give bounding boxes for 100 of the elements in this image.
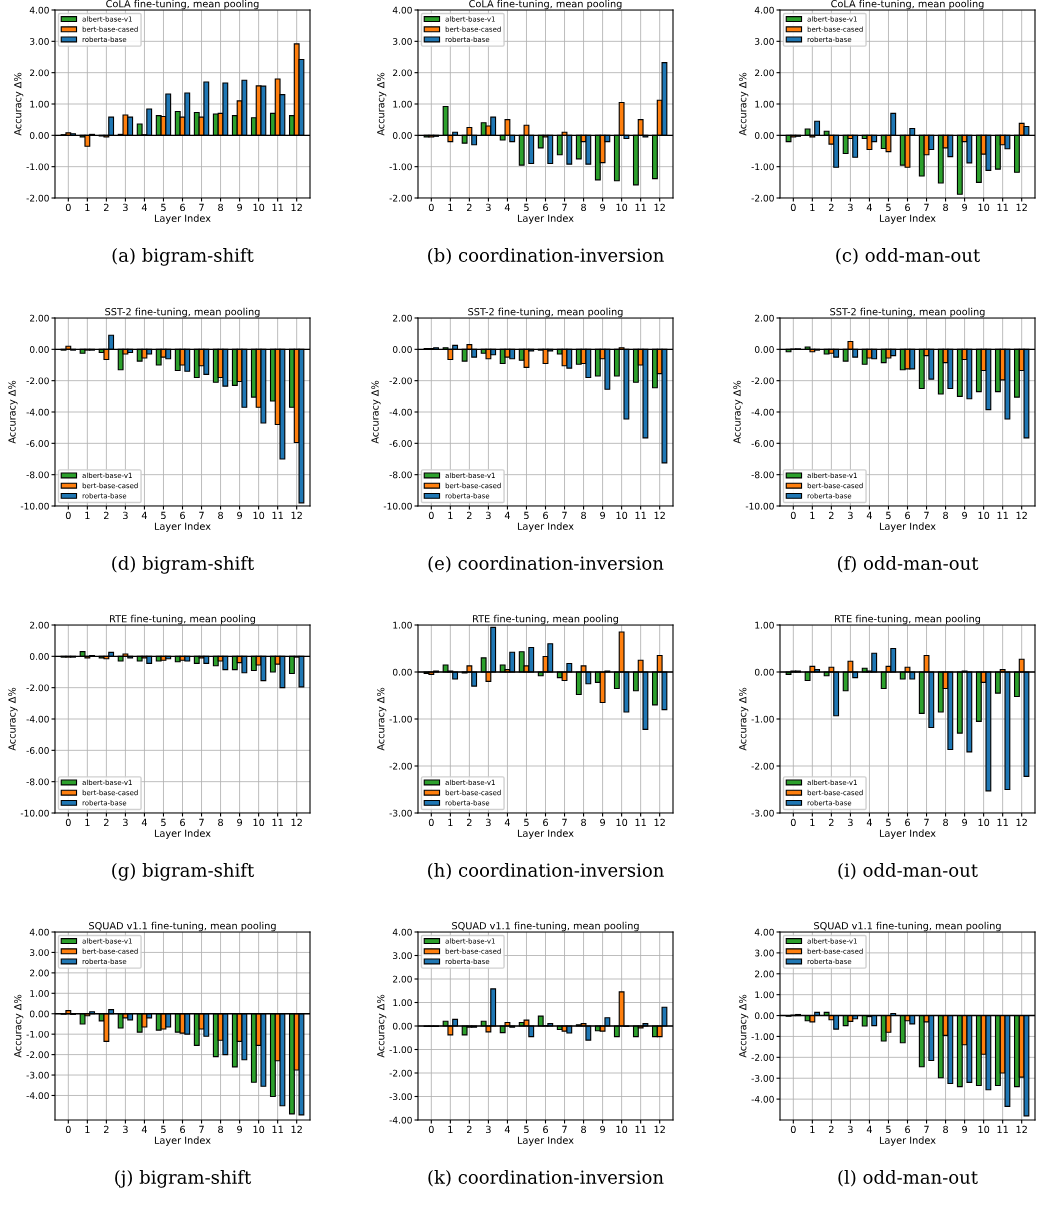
- x-tick-label: 1: [85, 511, 90, 519]
- y-tick-label: 2.00: [30, 621, 49, 629]
- y-tick-label: -1.00: [751, 163, 774, 171]
- x-tick-label: 0: [428, 203, 434, 212]
- y-tick-label: 0.00: [29, 346, 49, 353]
- x-tick-label: 8: [218, 511, 223, 520]
- x-tick-label: 11: [635, 203, 646, 211]
- x-tick-label: 7: [562, 1125, 567, 1133]
- x-tick-label: 5: [524, 1125, 529, 1134]
- x-tick-label: 0: [428, 1125, 434, 1134]
- x-tick-label: 12: [1016, 203, 1027, 211]
- x-tick-label: 3: [123, 818, 128, 827]
- x-tick-label: 12: [291, 511, 302, 519]
- x-axis-title: Layer Index: [517, 214, 574, 224]
- x-tick-label: 6: [543, 511, 548, 520]
- x-tick-label: 2: [829, 818, 834, 826]
- x-tick-label: 1: [810, 511, 815, 519]
- y-tick-label: 2.00: [755, 970, 774, 978]
- x-tick-label: 5: [161, 203, 166, 212]
- x-tick-label: 1: [810, 203, 815, 211]
- y-axis-title: Accuracy Δ%: [8, 687, 18, 751]
- x-tick-label: 8: [218, 203, 223, 212]
- x-tick-label: 4: [866, 1125, 872, 1133]
- y-tick-label: -1.00: [26, 163, 49, 171]
- y-axis-title: Accuracy Δ%: [377, 72, 387, 136]
- x-tick-label: 9: [237, 203, 242, 212]
- x-tick-label: 7: [199, 511, 204, 519]
- y-axis-title: Accuracy Δ%: [14, 994, 24, 1058]
- y-tick-label: 1.00: [755, 621, 774, 629]
- x-tick-label: 11: [635, 511, 646, 519]
- x-tick-label: 10: [616, 511, 628, 520]
- x-tick-label: 10: [616, 203, 628, 212]
- x-tick-label: 10: [253, 511, 265, 520]
- x-tick-label: 11: [997, 818, 1008, 826]
- x-tick-label: 2: [467, 1125, 472, 1133]
- y-tick-label: 4.00: [29, 928, 49, 936]
- x-tick-label: 9: [962, 511, 967, 520]
- y-tick-label: 3.00: [30, 949, 49, 956]
- y-axis-title: Accuracy Δ%: [739, 72, 749, 136]
- y-tick-label: -2.00: [389, 762, 412, 770]
- x-tick-label: 3: [123, 203, 128, 212]
- y-tick-label: 3.00: [393, 952, 412, 960]
- x-tick-label: 6: [180, 1125, 185, 1134]
- y-tick-label: -1.00: [26, 1030, 49, 1038]
- y-tick-label: 1.00: [30, 990, 49, 997]
- x-axis-title: Layer Index: [154, 214, 211, 224]
- y-tick-label: -4.00: [751, 1095, 774, 1103]
- x-tick-label: 9: [962, 203, 967, 212]
- y-tick-label: -4.00: [389, 408, 412, 416]
- y-tick-label: -10.00: [383, 502, 412, 510]
- x-tick-label: 10: [616, 818, 628, 827]
- x-tick-label: 7: [199, 818, 204, 826]
- x-tick-label: 8: [581, 1125, 586, 1134]
- x-tick-label: 6: [905, 203, 910, 212]
- x-tick-label: 8: [943, 818, 948, 827]
- x-tick-label: 9: [600, 203, 605, 212]
- x-tick-label: 11: [272, 203, 283, 211]
- x-tick-label: 1: [85, 203, 90, 211]
- y-tick-label: 0.00: [392, 346, 412, 353]
- x-tick-label: 10: [253, 1125, 265, 1134]
- x-tick-label: 6: [180, 203, 185, 212]
- x-tick-label: 9: [237, 1125, 242, 1134]
- y-tick-label: -8.00: [26, 471, 49, 479]
- y-axis-title: Accuracy Δ%: [377, 687, 387, 751]
- y-tick-label: 3.00: [393, 38, 412, 45]
- y-tick-label: -6.00: [26, 440, 49, 447]
- y-tick-label: -3.00: [389, 1093, 412, 1101]
- x-tick-label: 7: [562, 203, 567, 211]
- text: (k) coordination-inversion: [428, 1170, 664, 1187]
- y-axis-title: Accuracy Δ%: [377, 994, 387, 1058]
- x-tick-label: 3: [123, 511, 128, 520]
- y-tick-label: -2.00: [389, 194, 412, 202]
- y-axis-title: Accuracy Δ%: [739, 687, 749, 751]
- x-tick-label: 8: [581, 203, 586, 212]
- x-tick-label: 2: [104, 818, 109, 826]
- chart-title: CoLA fine-tuning, mean pooling: [831, 0, 984, 10]
- x-tick-label: 0: [65, 818, 71, 827]
- y-tick-label: 0.00: [754, 668, 774, 676]
- x-tick-label: 4: [866, 511, 872, 519]
- x-tick-label: 4: [504, 1125, 510, 1133]
- y-tick-label: 1.00: [393, 999, 412, 1007]
- text: (h) coordination-inversion: [428, 863, 664, 880]
- y-tick-label: -2.00: [389, 1069, 412, 1077]
- y-tick-label: -3.00: [389, 809, 412, 817]
- y-tick-label: -2.00: [751, 194, 774, 202]
- x-tick-label: 0: [790, 1125, 796, 1134]
- y-axis-title: Accuracy Δ%: [739, 994, 749, 1058]
- y-tick-label: -6.00: [751, 440, 774, 447]
- y-tick-label: -8.00: [751, 471, 774, 479]
- y-tick-label: 0.00: [754, 132, 774, 139]
- chart-title: SQUAD v1.1 fine-tuning, mean pooling: [814, 921, 1001, 932]
- y-tick-label: -4.00: [26, 715, 49, 723]
- text: (i) odd-man-out: [838, 863, 978, 880]
- x-tick-label: 12: [1016, 1125, 1027, 1133]
- text: (c) odd-man-out: [836, 248, 981, 265]
- x-axis-title: Layer Index: [517, 522, 574, 532]
- x-tick-label: 3: [848, 511, 853, 520]
- x-tick-label: 3: [123, 1125, 128, 1134]
- x-tick-label: 9: [600, 511, 605, 520]
- text: (d) bigram-shift: [112, 556, 255, 574]
